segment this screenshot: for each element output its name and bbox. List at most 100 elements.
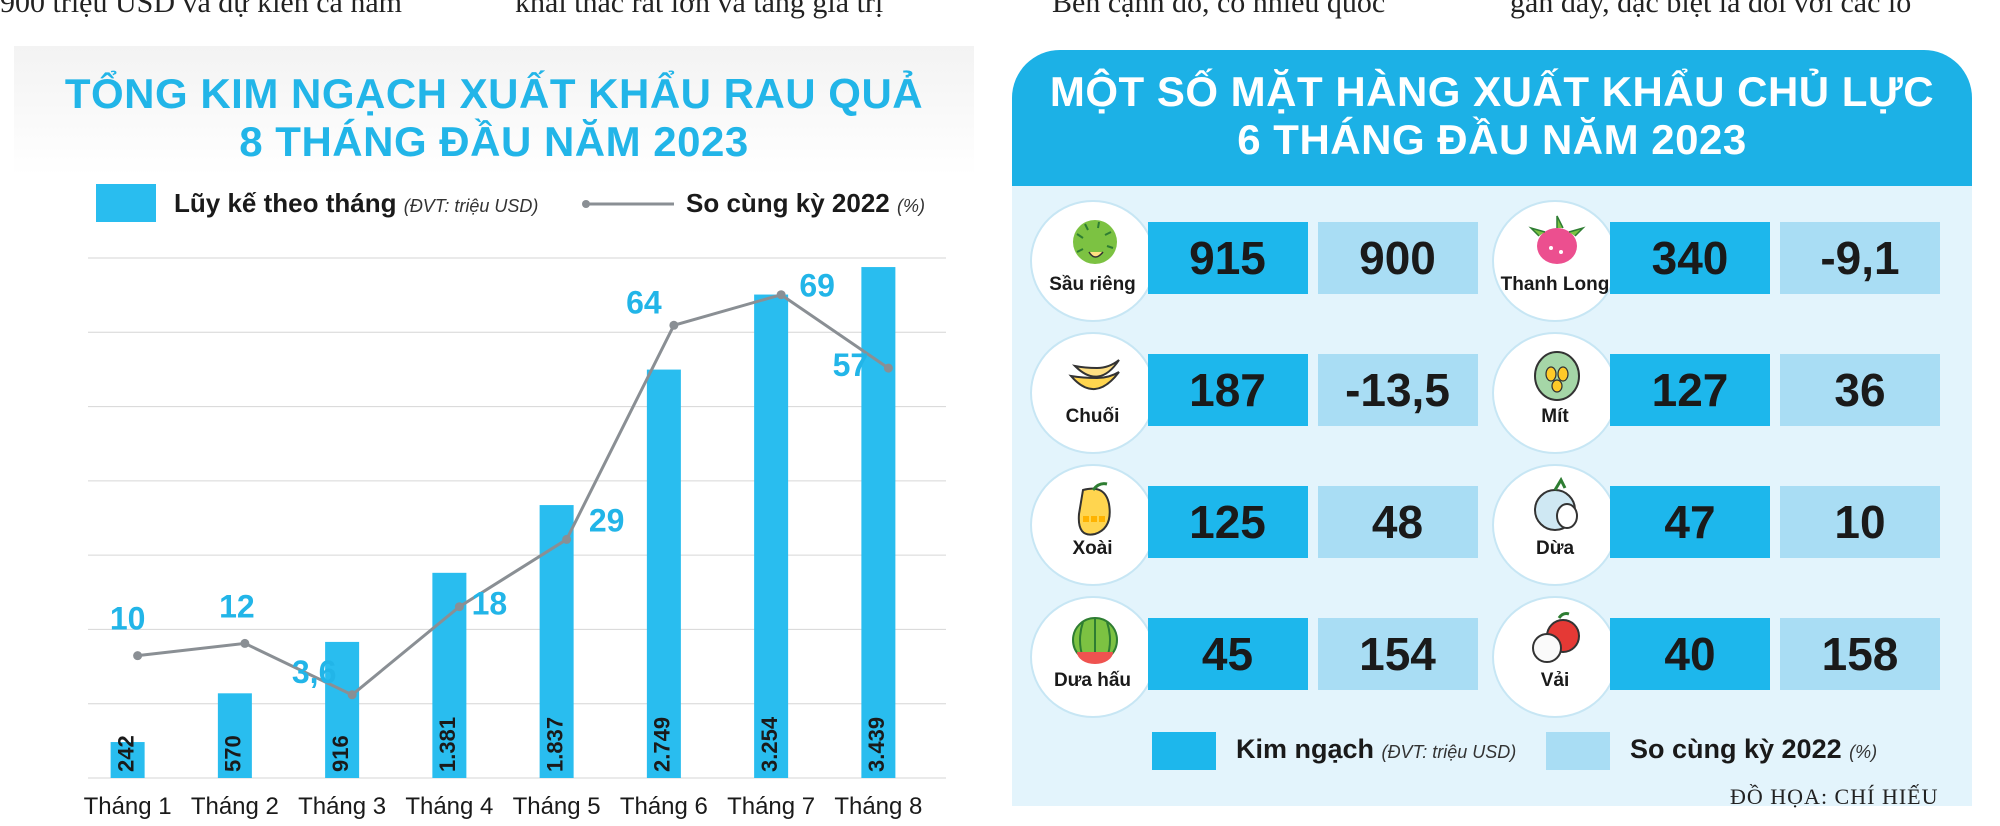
jackfruit-icon bbox=[1534, 351, 1580, 401]
legend-change-text: So cùng kỳ 2022 bbox=[1630, 734, 1842, 764]
bar-value-label: 916 bbox=[328, 735, 353, 772]
watermelon-icon bbox=[1071, 617, 1118, 664]
legend-value-label: Kim ngạch (ĐVT: triệu USD) bbox=[1236, 734, 1516, 765]
bar bbox=[325, 641, 360, 778]
x-tick-label: Tháng 4 bbox=[405, 793, 493, 820]
item-yoy-change: -9,1 bbox=[1780, 222, 1940, 294]
item-yoy-change: 154 bbox=[1317, 618, 1478, 690]
export-item: Xoài 125 48 bbox=[1029, 464, 1500, 586]
export-total-chart-panel: TỔNG KIM NGẠCH XUẤT KHẨU RAU QUẢ 8 THÁNG… bbox=[14, 46, 974, 826]
item-yoy-change: 10 bbox=[1780, 486, 1940, 558]
export-item: Mít 127 36 bbox=[1492, 332, 1962, 454]
x-tick-label: Tháng 5 bbox=[513, 793, 601, 820]
article-text-3: Bên cạnh đó, có nhiều quốc bbox=[1052, 0, 1386, 19]
export-item: Thanh Long 340 -9,1 bbox=[1492, 200, 1962, 322]
item-name: Mít bbox=[1541, 406, 1569, 427]
key-exports-title-line-1: MỘT SỐ MẶT HÀNG XUẤT KHẨU CHỦ LỰC bbox=[1049, 68, 1935, 115]
article-text-2: khai thác rất lớn và tăng giá trị bbox=[515, 0, 884, 19]
combo-chart: 242 570 916 1.381 1.837 2.749 3.254 3.439 Tháng … bbox=[84, 257, 946, 820]
legend-bar-text: Lũy kế theo tháng bbox=[174, 188, 397, 218]
yoy-point bbox=[347, 690, 357, 700]
yoy-point bbox=[883, 363, 893, 373]
x-tick-label: Tháng 3 bbox=[298, 793, 386, 820]
bar bbox=[861, 267, 896, 778]
item-name: Dưa hấu bbox=[1053, 670, 1132, 691]
legend-bar-unit: (ĐVT: triệu USD) bbox=[403, 196, 539, 216]
legend-line-swatch bbox=[582, 200, 674, 208]
dragon-fruit-icon bbox=[1528, 215, 1586, 264]
item-export-value: 45 bbox=[1147, 618, 1308, 690]
legend-bar-swatch bbox=[96, 184, 156, 222]
chart-title-line-1: TỔNG KIM NGẠCH XUẤT KHẨU RAU QUẢ bbox=[64, 70, 924, 117]
key-exports-header: MỘT SỐ MẶT HÀNG XUẤT KHẨU CHỦ LỰC 6 THÁN… bbox=[1012, 50, 1972, 186]
chart-title: TỔNG KIM NGẠCH XUẤT KHẨU RAU QUẢ 8 THÁNG… bbox=[14, 70, 974, 166]
item-yoy-change: 36 bbox=[1780, 354, 1940, 426]
item-yoy-change: 158 bbox=[1780, 618, 1940, 690]
yoy-value-label: 69 bbox=[799, 268, 835, 304]
yoy-point bbox=[562, 534, 572, 544]
yoy-point bbox=[133, 651, 143, 661]
item-name: Sầu riêng bbox=[1049, 274, 1136, 295]
item-export-value: 125 bbox=[1147, 486, 1308, 558]
legend-line-unit: (%) bbox=[897, 196, 925, 216]
item-icon-circle bbox=[1492, 464, 1618, 586]
yoy-point bbox=[240, 638, 250, 648]
yoy-value-label: 57 bbox=[833, 347, 869, 383]
item-name: Dừa bbox=[1535, 538, 1575, 559]
key-exports-title: MỘT SỐ MẶT HÀNG XUẤT KHẨU CHỦ LỰC 6 THÁN… bbox=[1012, 68, 1972, 164]
export-item: Dừa 47 10 bbox=[1492, 464, 1962, 586]
coconut-icon bbox=[1534, 476, 1578, 531]
bar-value-label: 3.254 bbox=[757, 716, 782, 772]
x-tick-label: Tháng 1 bbox=[84, 793, 172, 820]
x-tick-label: Tháng 8 bbox=[834, 793, 922, 820]
item-export-value: 47 bbox=[1610, 486, 1770, 558]
item-export-value: 340 bbox=[1610, 222, 1770, 294]
key-exports-panel: MỘT SỐ MẶT HÀNG XUẤT KHẨU CHỦ LỰC 6 THÁN… bbox=[1012, 50, 1972, 806]
item-yoy-change: -13,5 bbox=[1317, 354, 1478, 426]
bar-value-label: 242 bbox=[113, 735, 138, 772]
article-text-1: 900 triệu USD và dự kiến cả năm bbox=[0, 0, 402, 19]
durian-icon bbox=[1072, 220, 1117, 264]
legend-value-swatch bbox=[1152, 732, 1216, 770]
item-name: Thanh Long bbox=[1500, 274, 1610, 295]
item-name: Chuối bbox=[1065, 406, 1120, 427]
x-tick-label: Tháng 6 bbox=[620, 793, 708, 820]
item-icon-circle bbox=[1029, 464, 1156, 586]
bar bbox=[754, 294, 789, 778]
yoy-line bbox=[137, 293, 890, 697]
yoy-value-label: 18 bbox=[472, 586, 508, 622]
chart-title-line-2: 8 THÁNG ĐẦU NĂM 2023 bbox=[239, 118, 749, 165]
bar bbox=[539, 505, 574, 778]
bar-value-label: 2.749 bbox=[650, 717, 675, 772]
yoy-value-label: 29 bbox=[589, 502, 625, 538]
bar-value-label: 1.381 bbox=[435, 717, 460, 772]
item-export-value: 127 bbox=[1610, 354, 1770, 426]
export-item: Dưa hấu 45 154 bbox=[1029, 596, 1500, 718]
item-name: Xoài bbox=[1072, 538, 1113, 559]
item-icon-circle bbox=[1029, 596, 1156, 718]
item-export-value: 187 bbox=[1147, 354, 1308, 426]
item-icon-circle bbox=[1492, 332, 1618, 454]
lychee-icon bbox=[1532, 612, 1580, 663]
item-icon-circle bbox=[1492, 200, 1618, 322]
item-icon-circle bbox=[1029, 200, 1156, 322]
yoy-value-label: 3,6 bbox=[292, 654, 336, 690]
x-tick-label: Tháng 7 bbox=[727, 793, 815, 820]
yoy-value-label: 12 bbox=[219, 588, 255, 624]
mango-icon bbox=[1077, 482, 1111, 536]
bar-value-label: 3.439 bbox=[864, 717, 889, 772]
bar-value-label: 570 bbox=[221, 735, 246, 772]
legend-change-unit: (%) bbox=[1849, 742, 1878, 762]
legend-line-text: So cùng kỳ 2022 bbox=[686, 188, 890, 218]
bar bbox=[217, 693, 252, 778]
bar bbox=[110, 742, 145, 778]
item-icon-circle bbox=[1492, 596, 1618, 718]
item-yoy-change: 48 bbox=[1317, 486, 1478, 558]
item-export-value: 915 bbox=[1147, 222, 1308, 294]
legend-line-label: So cùng kỳ 2022 (%) bbox=[686, 188, 925, 219]
legend-change-swatch bbox=[1546, 732, 1610, 770]
export-item: Chuối 187 -13,5 bbox=[1029, 332, 1500, 454]
yoy-point bbox=[776, 290, 786, 300]
item-name: Vải bbox=[1540, 670, 1570, 691]
graphic-credit: ĐỒ HỌA: CHÍ HIẾU bbox=[1730, 784, 1939, 809]
